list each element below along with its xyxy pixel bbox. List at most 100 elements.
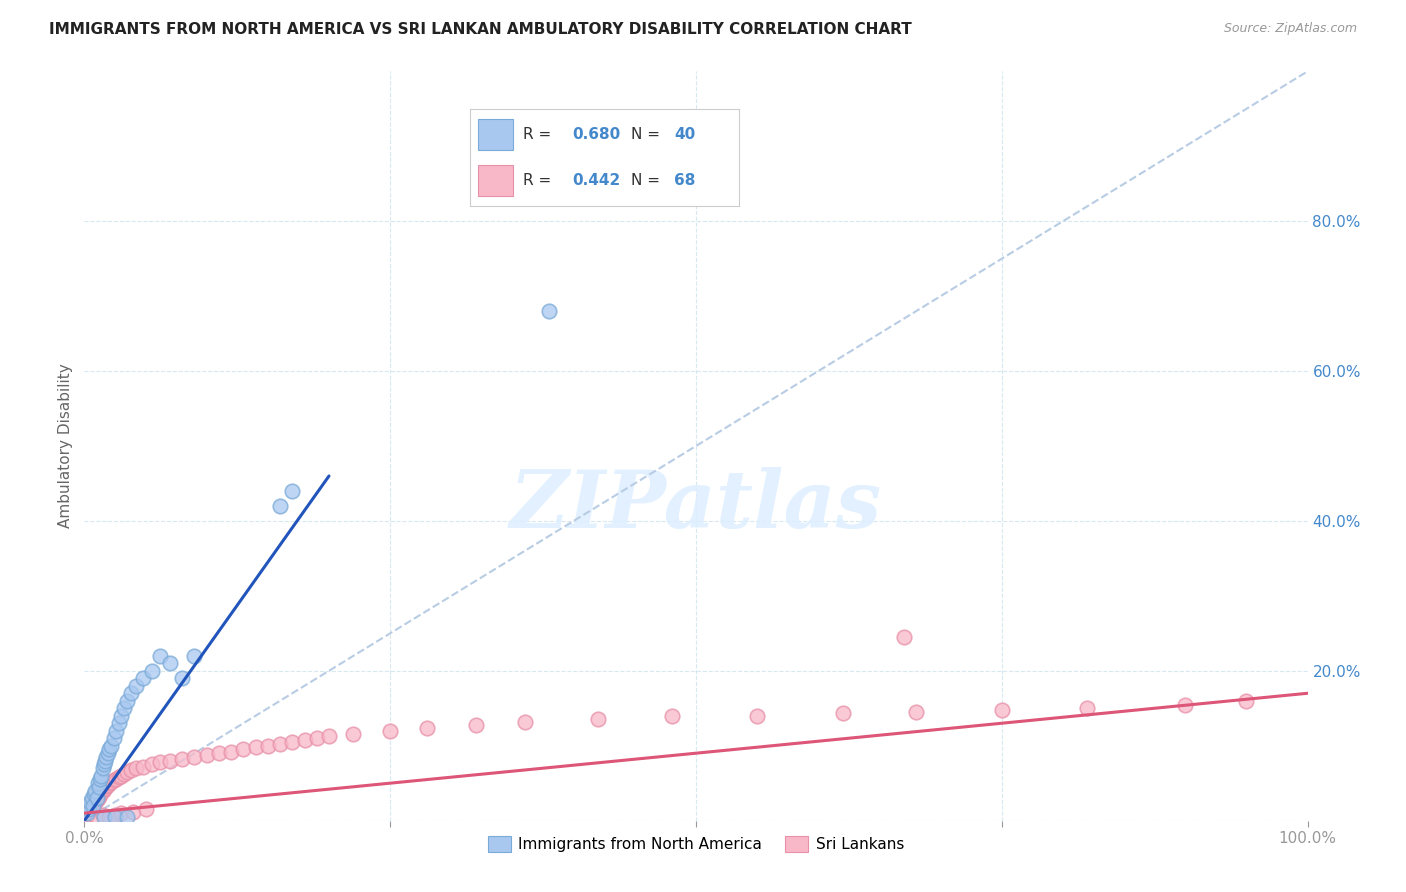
Point xyxy=(96,750,118,764)
Point xyxy=(380,723,402,738)
Point xyxy=(97,776,120,790)
Point xyxy=(77,806,100,821)
Point xyxy=(87,791,110,805)
Point xyxy=(76,807,98,822)
Point xyxy=(80,800,103,814)
Point xyxy=(1174,698,1197,712)
Point xyxy=(464,717,486,731)
Point xyxy=(100,739,122,753)
Point xyxy=(91,761,114,775)
Point xyxy=(208,746,231,760)
Point xyxy=(538,304,561,318)
Y-axis label: Ambulatory Disability: Ambulatory Disability xyxy=(58,364,73,528)
Point xyxy=(77,802,100,816)
Point xyxy=(281,735,304,749)
Point xyxy=(112,701,135,715)
Point xyxy=(105,772,128,786)
Text: ZIPatlas: ZIPatlas xyxy=(510,467,882,545)
Point xyxy=(132,671,155,685)
Point xyxy=(93,757,115,772)
Point xyxy=(232,742,254,756)
Legend: Immigrants from North America, Sri Lankans: Immigrants from North America, Sri Lanka… xyxy=(482,830,910,858)
Point xyxy=(120,686,142,700)
Point xyxy=(110,806,132,821)
Point xyxy=(149,648,172,663)
Point xyxy=(159,754,181,768)
Point xyxy=(513,714,536,729)
Point xyxy=(195,747,218,762)
Point xyxy=(94,780,117,795)
Point xyxy=(105,723,128,738)
Point xyxy=(120,763,142,777)
Point xyxy=(82,798,104,813)
Point xyxy=(112,767,135,781)
Point xyxy=(257,739,280,753)
Point xyxy=(305,731,328,746)
Point xyxy=(97,778,120,792)
Point xyxy=(76,806,98,821)
Point xyxy=(84,783,107,797)
Point xyxy=(122,805,145,819)
Point xyxy=(115,694,138,708)
Point xyxy=(87,789,110,804)
Point xyxy=(79,802,101,816)
Point xyxy=(172,671,194,685)
Point xyxy=(103,773,125,788)
Point xyxy=(159,657,181,671)
Point xyxy=(103,731,125,746)
Point xyxy=(141,664,163,678)
Point xyxy=(110,708,132,723)
Point xyxy=(135,802,157,816)
Point xyxy=(318,729,340,743)
Point xyxy=(893,630,915,644)
Point xyxy=(83,788,105,802)
Point xyxy=(100,774,122,789)
Point xyxy=(89,788,111,802)
Point xyxy=(416,721,439,735)
Point xyxy=(110,769,132,783)
Point xyxy=(342,727,364,741)
Point xyxy=(269,737,291,751)
Point xyxy=(80,791,103,805)
Point xyxy=(269,499,291,513)
Text: IMMIGRANTS FROM NORTH AMERICA VS SRI LANKAN AMBULATORY DISABILITY CORRELATION CH: IMMIGRANTS FROM NORTH AMERICA VS SRI LAN… xyxy=(49,22,912,37)
Point xyxy=(91,807,114,822)
Point xyxy=(586,712,609,726)
Point xyxy=(172,752,194,766)
Point xyxy=(77,805,100,819)
Point xyxy=(294,732,316,747)
Point xyxy=(75,810,97,824)
Point xyxy=(991,703,1014,717)
Point xyxy=(93,782,115,797)
Point xyxy=(219,745,242,759)
Point xyxy=(97,810,120,824)
Point xyxy=(183,648,205,663)
Point xyxy=(90,769,112,783)
Point xyxy=(107,770,129,784)
Point xyxy=(96,779,118,793)
Point xyxy=(747,708,769,723)
Point xyxy=(97,746,120,760)
Point xyxy=(97,742,120,756)
Point xyxy=(84,795,107,809)
Point xyxy=(905,705,928,719)
Point xyxy=(86,791,108,805)
Point xyxy=(83,797,105,812)
Point xyxy=(90,785,112,799)
Point xyxy=(87,776,110,790)
Point xyxy=(141,757,163,772)
Point xyxy=(281,483,304,498)
Point xyxy=(93,810,115,824)
Point xyxy=(183,750,205,764)
Point xyxy=(125,761,148,775)
Point xyxy=(94,754,117,768)
Point xyxy=(77,798,100,813)
Point xyxy=(87,780,110,794)
Point xyxy=(831,706,853,721)
Point xyxy=(125,679,148,693)
Point xyxy=(91,783,114,797)
Point xyxy=(1076,701,1098,715)
Point xyxy=(104,810,127,824)
Point xyxy=(115,810,138,824)
Point xyxy=(86,792,108,806)
